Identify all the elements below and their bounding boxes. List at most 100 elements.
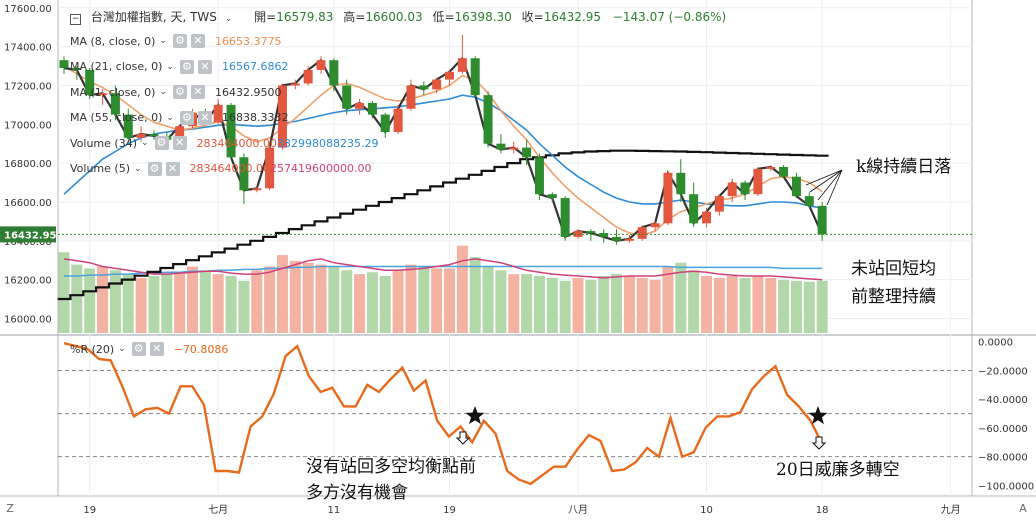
volume-bar xyxy=(289,260,301,333)
gear-icon[interactable]: ⚙ xyxy=(131,342,146,356)
wr-tick-label: −60.0000 xyxy=(978,424,1028,435)
indicator-label: MA (55, close, 0) xyxy=(70,111,163,124)
volume-bar xyxy=(636,277,648,333)
candle-body xyxy=(547,194,557,199)
down-arrow-icon xyxy=(811,436,827,450)
volume-bar xyxy=(456,245,468,333)
volume-bar xyxy=(251,270,263,333)
candle-body xyxy=(123,114,133,138)
candle-body xyxy=(483,95,493,144)
indicator-legend-row[interactable]: MA (55, close, 0) ⌄ ⚙ ✕ 16838.3332 xyxy=(70,109,288,127)
volume-bar xyxy=(675,262,687,333)
candle-body xyxy=(136,133,146,138)
candle-body xyxy=(650,223,660,228)
candle-body xyxy=(740,182,750,195)
candle-body xyxy=(676,172,686,195)
symbol-title[interactable]: 台灣加權指數, 天, TWS xyxy=(90,10,217,24)
indicator-legend-row[interactable]: MA (21, close, 0) ⌄ ⚙ ✕ 16567.6862 xyxy=(70,58,288,76)
volume-bar xyxy=(109,270,121,333)
indicator-label: Volume (34) xyxy=(70,136,137,150)
indicator-legend-row[interactable]: MA (8, close, 0) ⌄ ⚙ ✕ 16653.3775 xyxy=(70,32,281,50)
wr-legend[interactable]: %R (20) ⌄ ⚙ ✕ −70.8086 xyxy=(70,340,228,358)
close-icon[interactable]: ✕ xyxy=(197,59,212,74)
gear-icon[interactable]: ⚙ xyxy=(179,110,194,125)
volume-bar xyxy=(148,276,160,333)
indicator-value: 283464000.00 xyxy=(189,162,271,175)
current-price-badge xyxy=(0,226,56,243)
close-icon[interactable]: ✕ xyxy=(149,342,164,356)
price-tick-label: 17400.00 xyxy=(4,43,52,54)
indicator-label: MA (8, close, 0) xyxy=(70,34,156,48)
gear-icon[interactable]: ⚙ xyxy=(172,34,187,48)
price-tick-label: 17200.00 xyxy=(4,81,52,92)
volume-bar xyxy=(546,277,558,333)
volume-bar xyxy=(598,276,610,333)
wr-line xyxy=(63,342,824,486)
time-tick-label: 10 xyxy=(700,505,713,516)
ma55-line xyxy=(57,149,829,301)
candle-body xyxy=(85,69,95,96)
wr-tick-label: −100.0000 xyxy=(978,481,1034,492)
time-tick-label: 八月 xyxy=(568,504,588,516)
wr-tick-label: −80.0000 xyxy=(978,453,1028,464)
volume-bar xyxy=(482,266,494,333)
annotation-short-ma: 未站回短均 xyxy=(851,259,936,279)
wr-tick-label: −20.0000 xyxy=(978,366,1028,377)
gear-icon[interactable]: ⚙ xyxy=(172,85,187,99)
candle-body xyxy=(522,147,532,158)
star-marker-august xyxy=(465,406,485,425)
volume-bar xyxy=(187,266,198,333)
corner-a-button[interactable]: A xyxy=(1019,502,1027,515)
chevron-down-icon[interactable]: ⌄ xyxy=(166,61,174,72)
volume-bar xyxy=(161,274,173,333)
volume-bar xyxy=(122,274,134,333)
volume-bar xyxy=(97,266,109,333)
gear-icon[interactable]: ⚙ xyxy=(179,59,194,74)
volume-bar xyxy=(444,268,455,333)
candle-body xyxy=(586,231,596,234)
chevron-down-icon[interactable]: ⌄ xyxy=(159,87,167,97)
candle-body xyxy=(663,172,673,224)
chevron-down-icon[interactable]: ⌄ xyxy=(118,344,126,354)
close-icon[interactable]: ✕ xyxy=(172,136,187,150)
chevron-down-icon[interactable]: ⌄ xyxy=(141,138,149,148)
candle-body xyxy=(727,182,737,197)
chevron-down-icon[interactable]: ⌄ xyxy=(224,14,233,24)
low-value: 16398.30 xyxy=(454,10,512,24)
star-marker-september xyxy=(808,406,828,425)
candle-body xyxy=(342,85,352,109)
chevron-down-icon[interactable]: ⌄ xyxy=(166,112,174,123)
corner-z-button[interactable]: Z xyxy=(6,502,14,515)
volume-bar xyxy=(354,274,366,333)
indicator-legend-row[interactable]: MA (1, close, 0) ⌄ ⚙ ✕ 16432.9500 xyxy=(70,83,281,101)
candle-body xyxy=(766,167,776,169)
annotation-arrow xyxy=(805,169,843,186)
high-label: 高 xyxy=(343,10,356,24)
collapse-icon[interactable]: − xyxy=(70,14,81,25)
candle-body xyxy=(509,147,519,150)
close-icon[interactable]: ✕ xyxy=(197,110,212,125)
volume-bar xyxy=(649,279,661,333)
close-icon[interactable]: ✕ xyxy=(190,85,205,99)
gear-icon[interactable]: ⚙ xyxy=(154,136,169,150)
price-tick-label: 16000.00 xyxy=(4,314,52,325)
chevron-down-icon[interactable]: ⌄ xyxy=(159,36,167,46)
volume-bar xyxy=(328,266,340,333)
indicator-legend-row[interactable]: Volume (34) ⌄ ⚙ ✕ 283464000.00 332998088235.2… xyxy=(70,134,379,152)
indicator-legend-row[interactable]: Volume (5) ⌄ ⚙ ✕ 283464000.00 257419600000.00 xyxy=(70,160,372,178)
change-value: −143.07 (−0.86%) xyxy=(612,10,727,24)
chevron-down-icon[interactable]: ⌄ xyxy=(134,163,142,174)
close-icon[interactable]: ✕ xyxy=(190,34,205,48)
candle-body xyxy=(791,176,801,197)
annotation-wr-turn: 20日威廉多轉空 xyxy=(776,460,900,480)
volume-bar xyxy=(84,268,96,333)
price-tick-label: 16200.00 xyxy=(4,276,52,287)
annotation-no-chance: 多方沒有機會 xyxy=(306,483,408,503)
volume-bar xyxy=(379,276,391,333)
candle-body xyxy=(72,67,82,70)
candle-body xyxy=(702,211,711,224)
volume-ma34-line xyxy=(64,265,823,277)
gear-icon[interactable]: ⚙ xyxy=(147,161,162,176)
close-icon[interactable]: ✕ xyxy=(165,161,180,176)
